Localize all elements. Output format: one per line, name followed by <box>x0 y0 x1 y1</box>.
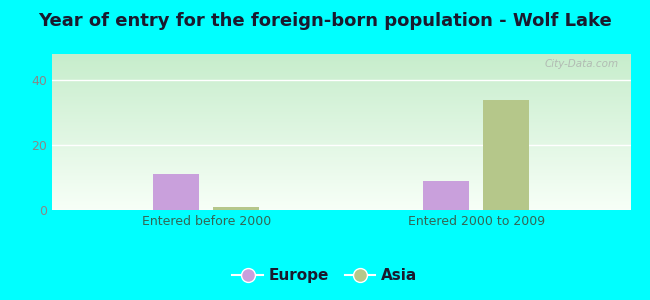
Bar <box>213 207 259 210</box>
Text: City-Data.com: City-Data.com <box>545 59 619 69</box>
Legend: Europe, Asia: Europe, Asia <box>226 262 424 290</box>
Text: Year of entry for the foreign-born population - Wolf Lake: Year of entry for the foreign-born popul… <box>38 12 612 30</box>
Bar <box>153 174 200 210</box>
Bar <box>423 181 469 210</box>
Bar <box>483 100 530 210</box>
